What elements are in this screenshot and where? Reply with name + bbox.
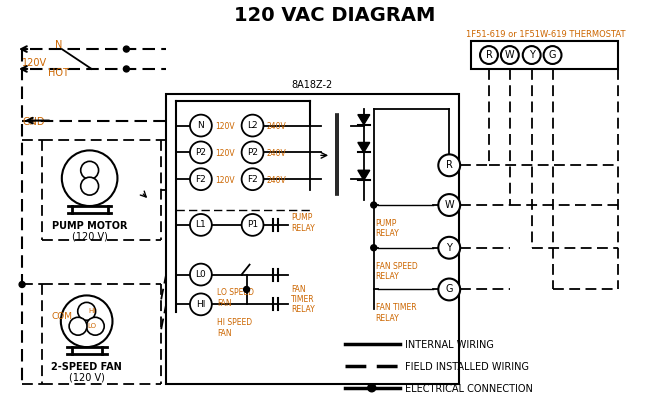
Circle shape (62, 150, 117, 206)
Circle shape (543, 46, 561, 64)
Text: PUMP MOTOR: PUMP MOTOR (52, 221, 127, 231)
Circle shape (523, 46, 541, 64)
Circle shape (438, 279, 460, 300)
Circle shape (190, 142, 212, 163)
Circle shape (69, 317, 87, 335)
Text: 8A18Z-2: 8A18Z-2 (291, 80, 333, 90)
Circle shape (438, 194, 460, 216)
Text: HI SPEED
FAN: HI SPEED FAN (217, 318, 252, 338)
Circle shape (371, 245, 377, 251)
Text: LO: LO (87, 323, 96, 329)
Text: 120 VAC DIAGRAM: 120 VAC DIAGRAM (234, 6, 436, 25)
Circle shape (368, 384, 376, 392)
Circle shape (244, 287, 249, 292)
Circle shape (19, 282, 25, 287)
Circle shape (242, 214, 263, 236)
Circle shape (190, 293, 212, 315)
Text: HOT: HOT (48, 68, 69, 78)
Text: 120V: 120V (215, 122, 234, 131)
Text: Y: Y (529, 50, 535, 60)
Polygon shape (358, 115, 370, 124)
Text: PUMP
RELAY: PUMP RELAY (376, 219, 399, 238)
Text: W: W (444, 200, 454, 210)
Text: N: N (55, 40, 62, 50)
Text: W: W (505, 50, 515, 60)
Text: LO SPEED
FAN: LO SPEED FAN (217, 288, 254, 308)
Text: 1F51-619 or 1F51W-619 THERMOSTAT: 1F51-619 or 1F51W-619 THERMOSTAT (466, 30, 625, 39)
Polygon shape (358, 170, 370, 180)
Circle shape (242, 168, 263, 190)
Circle shape (190, 264, 212, 285)
Text: N: N (198, 121, 204, 130)
Text: HI: HI (88, 308, 95, 314)
Text: R: R (486, 50, 492, 60)
Text: F2: F2 (247, 175, 258, 184)
Bar (471, 41, 618, 69)
Text: FAN
TIMER
RELAY: FAN TIMER RELAY (291, 285, 315, 314)
Text: P2: P2 (247, 148, 258, 157)
Circle shape (438, 154, 460, 176)
Circle shape (242, 115, 263, 137)
Text: G: G (446, 285, 453, 295)
Text: L0: L0 (196, 270, 206, 279)
Text: GND: GND (22, 116, 45, 127)
Bar (166, 94, 459, 384)
Text: 240V: 240V (267, 149, 286, 158)
Circle shape (80, 161, 98, 179)
Circle shape (78, 303, 96, 320)
Text: Y: Y (446, 243, 452, 253)
Text: 240V: 240V (267, 176, 286, 185)
Text: 120V: 120V (22, 58, 47, 68)
Text: P1: P1 (247, 220, 258, 229)
Text: (120 V): (120 V) (72, 232, 108, 242)
Circle shape (190, 214, 212, 236)
Text: ELECTRICAL CONNECTION: ELECTRICAL CONNECTION (405, 384, 533, 394)
Text: L2: L2 (247, 121, 258, 130)
Text: R: R (446, 160, 453, 170)
Circle shape (61, 295, 113, 347)
Text: F2: F2 (196, 175, 206, 184)
Text: 120V: 120V (215, 149, 234, 158)
Circle shape (371, 202, 377, 208)
Circle shape (190, 115, 212, 137)
Polygon shape (358, 142, 370, 153)
Text: 120V: 120V (215, 176, 234, 185)
Circle shape (80, 177, 98, 195)
Text: INTERNAL WIRING: INTERNAL WIRING (405, 340, 493, 350)
Text: G: G (549, 50, 556, 60)
Text: FIELD INSTALLED WIRING: FIELD INSTALLED WIRING (405, 362, 529, 372)
Circle shape (123, 46, 129, 52)
Circle shape (480, 46, 498, 64)
Text: 240V: 240V (267, 122, 286, 131)
Text: 2-SPEED FAN: 2-SPEED FAN (52, 362, 122, 372)
Circle shape (501, 46, 519, 64)
Text: COM: COM (52, 312, 73, 321)
Text: P2: P2 (196, 148, 206, 157)
Circle shape (438, 237, 460, 259)
Text: L1: L1 (196, 220, 206, 229)
Text: (120 V): (120 V) (69, 373, 105, 383)
Circle shape (242, 142, 263, 163)
Text: HI: HI (196, 300, 206, 309)
Circle shape (190, 168, 212, 190)
Circle shape (86, 317, 105, 335)
Circle shape (123, 66, 129, 72)
Text: PUMP
RELAY: PUMP RELAY (291, 213, 315, 233)
Text: FAN TIMER
RELAY: FAN TIMER RELAY (376, 303, 416, 323)
Text: FAN SPEED
RELAY: FAN SPEED RELAY (376, 261, 417, 281)
